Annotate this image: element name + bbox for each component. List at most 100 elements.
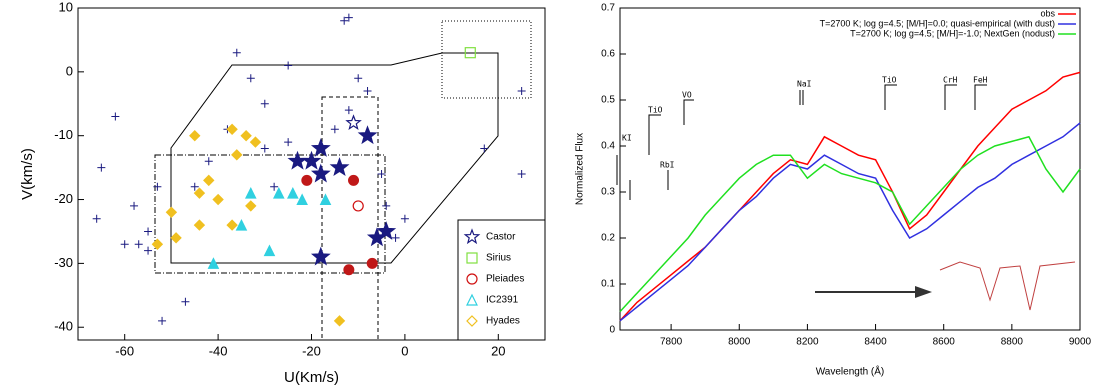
point [249,136,262,148]
legend-label: IC2391 [486,295,519,306]
x-tick-label: -20 [302,343,321,358]
legend-label: obs [1040,8,1055,18]
x-tick-label: 8400 [864,337,887,348]
point [235,218,248,231]
point [310,163,331,183]
y-tick-label: 10 [59,0,73,14]
x-tick-label: 8000 [728,337,751,348]
point [363,87,372,95]
point [287,150,308,170]
spectrum [619,71,1081,322]
y-tick-label: -40 [54,319,73,334]
point [301,174,313,186]
point [244,187,257,199]
legend-marker [466,293,478,306]
point [190,182,199,191]
point [348,174,360,186]
y-tick-label: -20 [54,191,73,206]
x-tick-label: 8800 [1001,337,1024,348]
legend-marker [466,252,478,264]
left-legend [457,219,546,341]
point [263,244,276,257]
point [287,187,299,199]
point [153,182,162,191]
inset-spectrum [939,261,1076,311]
y-tick-label: 0 [66,63,73,78]
x-tick-label: 7800 [660,337,683,348]
point [376,221,397,240]
feature-label: CrH [943,76,958,85]
point [165,206,178,219]
point [245,200,257,212]
feature-label: KI [622,134,632,143]
point [212,193,224,206]
point [377,170,386,178]
legend-label: Hyades [486,316,520,327]
x-tick-label: 8200 [796,337,819,348]
point [203,174,215,187]
point [354,74,363,83]
x-tick-label: 20 [491,343,505,358]
point [343,264,355,276]
region-dashdot [154,154,386,274]
point [111,112,120,121]
point [333,315,346,327]
point [134,240,143,249]
point [480,144,489,153]
y-tick-label: -30 [54,255,73,270]
point [189,129,201,142]
point [329,157,350,177]
legend-label: T=2700 K; log g=4.5; [M/H]=0.0; quasi-em… [820,18,1055,28]
point [382,201,391,210]
y-tick-label: 0 [609,325,615,336]
feature-label: NaI [797,80,812,89]
point [130,201,139,210]
point [144,227,153,236]
point [310,138,331,157]
point [340,16,349,25]
legend-label: T=2700 K; log g=4.5; [M/H]=-1.0; NextGen… [850,28,1055,38]
legend-marker [463,228,481,245]
point [170,232,182,244]
y-tick-label: -10 [54,127,73,142]
point [151,238,164,250]
point [226,123,238,136]
point [226,219,238,231]
feature-label: FeH [973,76,988,85]
point [120,240,129,249]
x-tick-label: 0 [401,343,408,358]
point [240,129,252,142]
y-tick-label: 0.2 [601,233,615,244]
point [232,48,241,57]
y-tick-label: 0.1 [601,279,615,290]
point [97,163,106,172]
y-tick-label: 0.3 [601,187,615,198]
point [400,214,409,223]
point [260,99,269,108]
point [270,182,279,191]
point [296,193,308,206]
y-axis-label: V(km/s) [19,148,36,200]
point [344,106,353,115]
point [273,187,285,199]
legend-label: Sirius [486,253,511,264]
point [284,61,293,70]
region-dashed [321,96,379,341]
point [344,13,353,22]
feature-label: VO [682,91,692,100]
point [204,157,213,166]
point [158,316,167,325]
feature-label: TiO [648,106,663,115]
legend-marker [466,315,478,327]
region-dotted [441,20,532,99]
point [352,200,364,212]
feature-marks [616,84,987,200]
feature-label: RbI [660,161,675,170]
point [366,257,378,269]
y-axis-label: Normalized Flux [575,133,586,205]
x-tick-label: -40 [209,343,228,358]
legend-marker [466,273,478,285]
point [464,47,476,59]
arrow-head [915,286,932,298]
point [330,125,339,134]
